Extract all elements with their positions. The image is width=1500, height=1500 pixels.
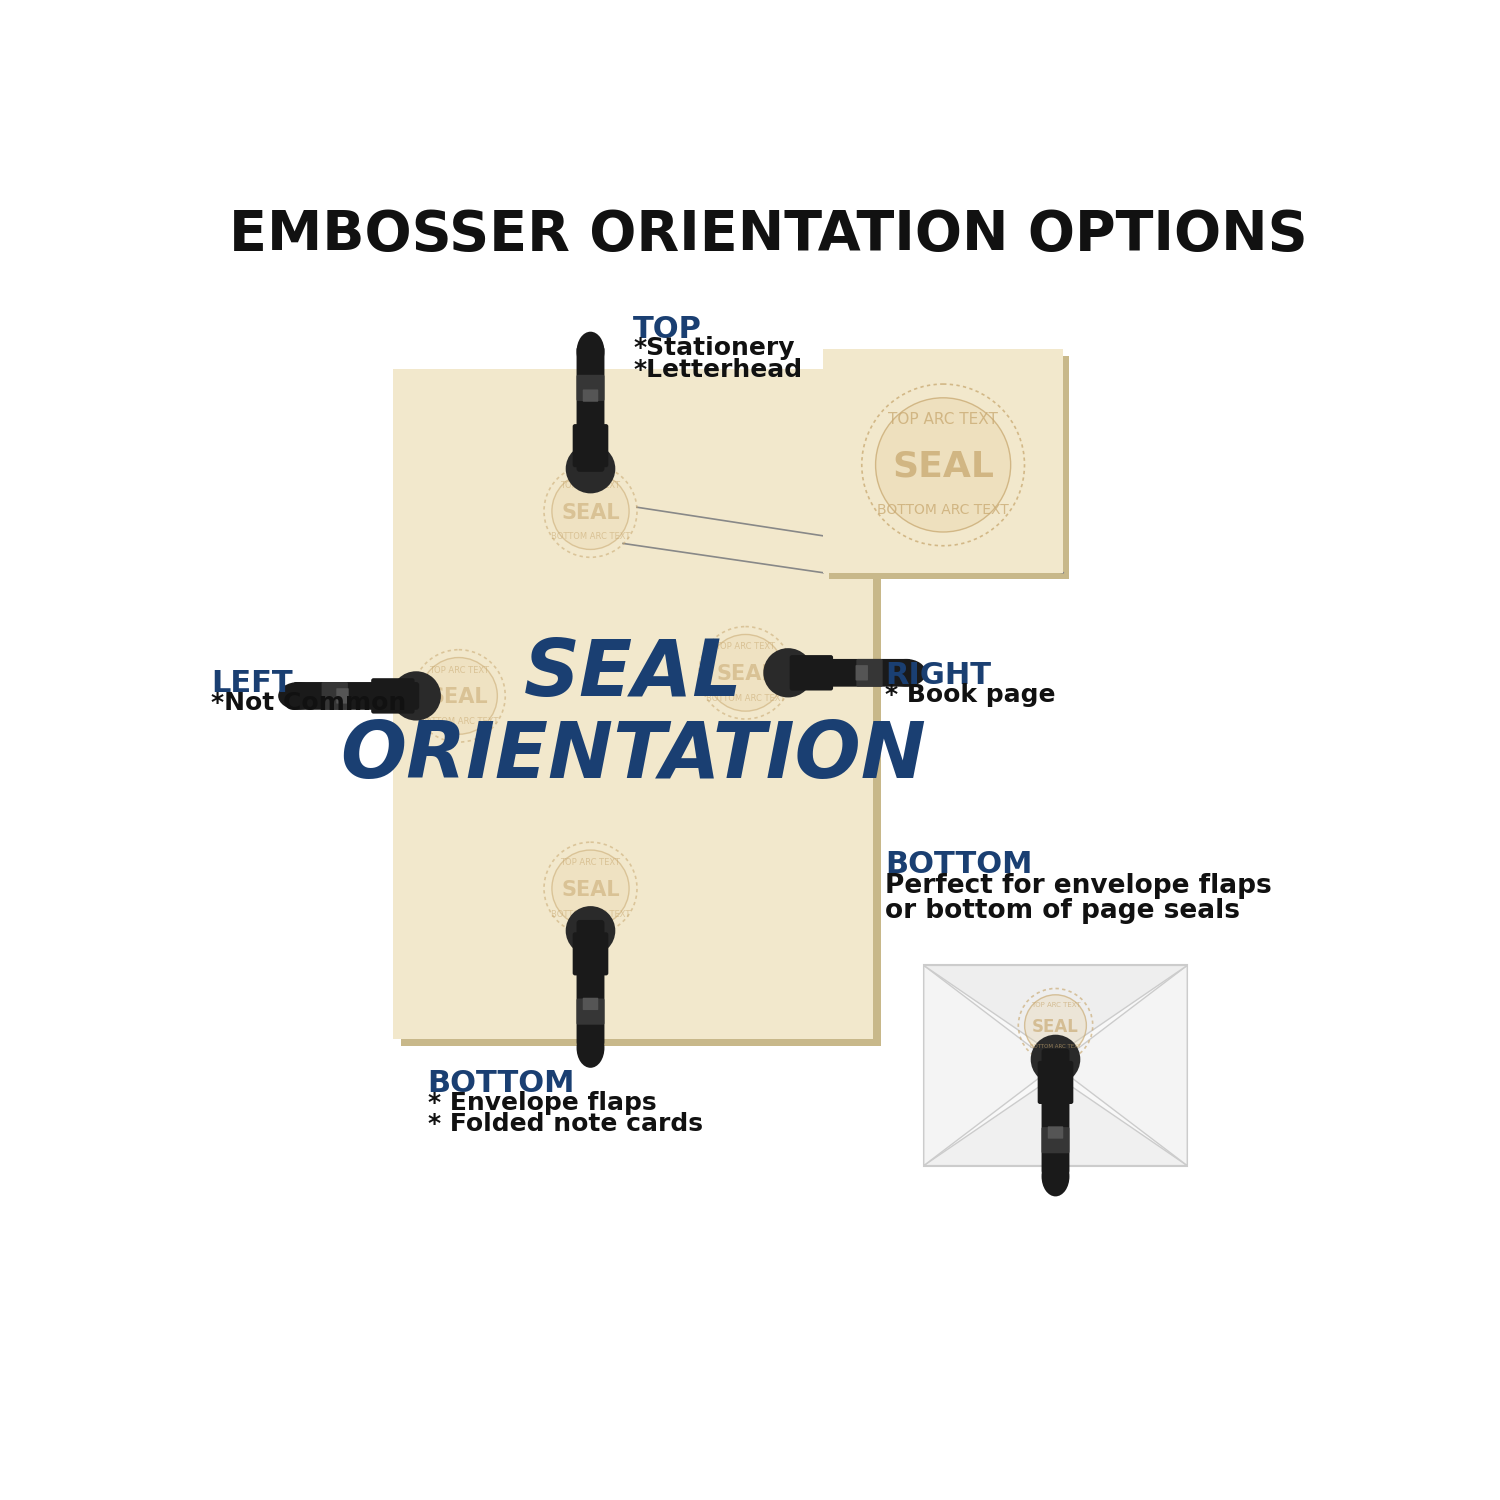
FancyBboxPatch shape [1038,1060,1074,1104]
Circle shape [1024,994,1086,1056]
FancyBboxPatch shape [576,346,604,472]
Text: BOTTOM ARC TEXT: BOTTOM ARC TEXT [706,694,785,703]
Circle shape [764,648,813,698]
Circle shape [876,398,1011,532]
Text: Perfect for envelope flaps: Perfect for envelope flaps [885,873,1272,898]
FancyBboxPatch shape [576,375,604,400]
Circle shape [420,657,498,734]
Text: TOP ARC TEXT: TOP ARC TEXT [716,642,776,651]
Text: TOP ARC TEXT: TOP ARC TEXT [1030,1002,1080,1008]
Ellipse shape [576,1028,604,1068]
Circle shape [552,850,628,927]
Text: BOTTOM ARC TEXT: BOTTOM ARC TEXT [878,503,1010,518]
Polygon shape [1056,966,1188,1166]
Text: TOP ARC TEXT: TOP ARC TEXT [888,413,998,428]
Text: TOP ARC TEXT: TOP ARC TEXT [561,480,621,489]
Text: LEFT: LEFT [210,669,292,698]
FancyBboxPatch shape [789,656,832,690]
Text: BOTTOM: BOTTOM [427,1070,576,1098]
Circle shape [552,472,628,549]
FancyBboxPatch shape [1041,1048,1070,1174]
Ellipse shape [576,332,604,372]
FancyBboxPatch shape [830,356,1070,579]
FancyBboxPatch shape [794,658,912,687]
FancyBboxPatch shape [576,999,604,1024]
Text: * Book page: * Book page [885,682,1056,706]
Circle shape [566,444,615,494]
FancyBboxPatch shape [573,933,609,975]
Polygon shape [924,966,1056,1166]
Circle shape [566,906,615,956]
Polygon shape [924,966,1188,1056]
FancyBboxPatch shape [336,688,348,703]
Text: *Stationery: *Stationery [633,336,795,360]
FancyBboxPatch shape [292,682,418,709]
FancyBboxPatch shape [924,966,1188,1166]
Circle shape [1030,1035,1080,1084]
FancyBboxPatch shape [393,369,873,1038]
Text: BOTTOM ARC TEXT: BOTTOM ARC TEXT [550,532,630,542]
Text: SEAL
ORIENTATION: SEAL ORIENTATION [340,636,926,794]
Text: TOP ARC TEXT: TOP ARC TEXT [561,858,621,867]
Text: BOTTOM: BOTTOM [885,850,1032,879]
FancyBboxPatch shape [321,682,348,709]
Text: SEAL: SEAL [892,450,995,483]
Circle shape [392,672,441,720]
FancyBboxPatch shape [582,998,598,1010]
Text: BOTTOM ARC TEXT: BOTTOM ARC TEXT [550,910,630,920]
FancyBboxPatch shape [582,390,598,402]
Ellipse shape [886,658,926,687]
FancyBboxPatch shape [855,664,868,681]
FancyBboxPatch shape [573,424,609,466]
Text: SEAL: SEAL [561,880,620,900]
Text: TOP: TOP [633,315,702,344]
Text: * Envelope flaps: * Envelope flaps [427,1090,657,1114]
Text: SEAL: SEAL [716,664,776,684]
Text: BOTTOM ARC TEXT: BOTTOM ARC TEXT [1030,1044,1081,1048]
Text: TOP ARC TEXT: TOP ARC TEXT [429,666,489,675]
Ellipse shape [278,682,318,709]
Text: BOTTOM ARC TEXT: BOTTOM ARC TEXT [419,717,498,726]
Text: RIGHT: RIGHT [885,662,992,690]
Text: SEAL: SEAL [1032,1019,1078,1036]
Text: SEAL: SEAL [561,503,620,522]
Text: *Not Common: *Not Common [210,690,406,714]
Circle shape [706,634,785,711]
Text: * Folded note cards: * Folded note cards [427,1113,702,1137]
Text: or bottom of page seals: or bottom of page seals [885,897,1240,924]
FancyBboxPatch shape [370,678,414,714]
Ellipse shape [1041,1156,1070,1197]
FancyBboxPatch shape [856,658,882,687]
FancyBboxPatch shape [1047,1126,1064,1138]
FancyBboxPatch shape [824,350,1064,573]
Text: EMBOSSER ORIENTATION OPTIONS: EMBOSSER ORIENTATION OPTIONS [230,209,1308,262]
Text: *Letterhead: *Letterhead [633,358,802,382]
FancyBboxPatch shape [1041,1126,1070,1154]
Polygon shape [924,1076,1188,1166]
FancyBboxPatch shape [576,920,604,1046]
FancyBboxPatch shape [400,376,880,1047]
Text: SEAL: SEAL [429,687,488,708]
